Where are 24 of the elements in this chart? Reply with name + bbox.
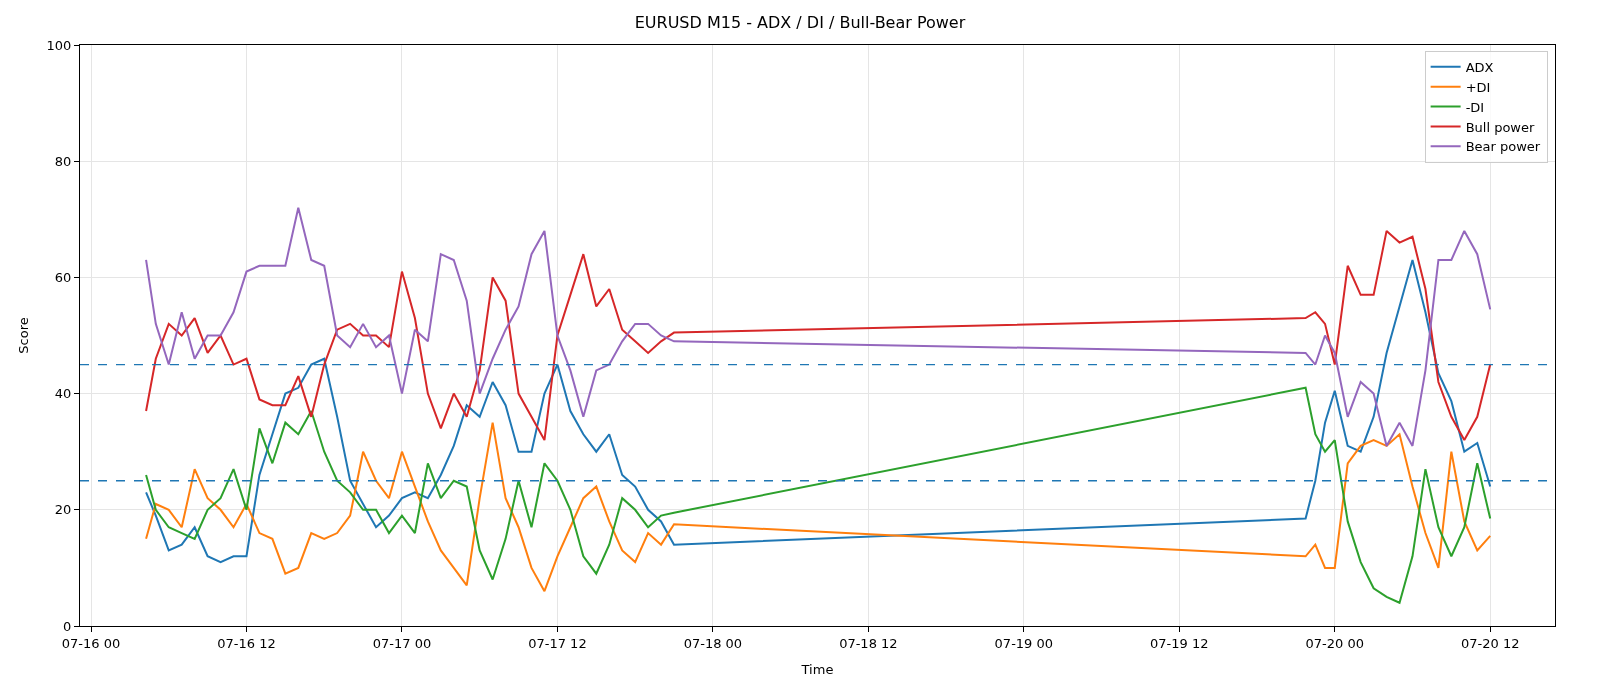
- y-tick-label: 0: [63, 618, 72, 634]
- chart-title: EURUSD M15 - ADX / DI / Bull-Bear Power: [634, 13, 966, 33]
- x-tick-label: 07-18 00: [683, 635, 743, 651]
- x-tick-label: 07-20 00: [1305, 635, 1364, 651]
- x-tick-label: 07-17 00: [372, 635, 432, 651]
- legend-label: Bear power: [1465, 139, 1541, 155]
- x-tick-label: 07-19 12: [1150, 635, 1209, 651]
- x-tick-label: 07-20 12: [1460, 635, 1520, 651]
- x-axis-title: Time: [800, 662, 834, 678]
- y-tick-label: 20: [54, 502, 72, 518]
- x-tick-label: 07-18 12: [839, 635, 898, 651]
- x-tick-label: 07-16 12: [217, 635, 276, 651]
- legend-label: Bull power: [1465, 119, 1535, 135]
- y-axis-title: Score: [15, 317, 31, 354]
- x-tick-label: 07-19 00: [994, 635, 1054, 651]
- y-tick-label: 60: [54, 269, 72, 285]
- legend-label: ADX: [1465, 59, 1494, 75]
- y-tick-label: 80: [54, 153, 72, 169]
- x-tick-label: 07-16 00: [61, 635, 121, 651]
- legend-label: -DI: [1465, 99, 1485, 115]
- x-tick-label: 07-17 12: [528, 635, 587, 651]
- legend-label: +DI: [1465, 79, 1491, 95]
- y-tick-label: 40: [54, 386, 72, 402]
- y-tick-label: 100: [46, 37, 72, 53]
